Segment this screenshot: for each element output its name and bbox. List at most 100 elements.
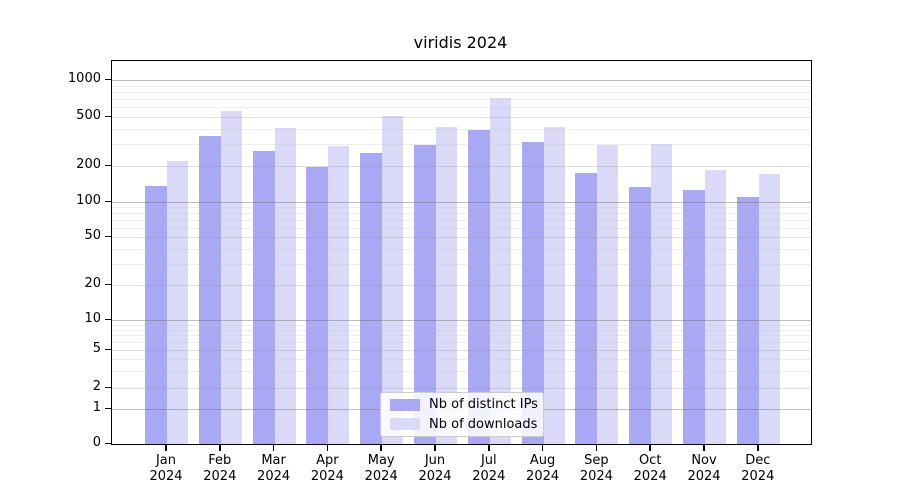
bar-downloads bbox=[328, 146, 350, 444]
legend-item-downloads: Nb of downloads bbox=[390, 416, 538, 433]
x-tick-label: Jan 2024 bbox=[149, 453, 183, 484]
gridline bbox=[112, 220, 811, 221]
gridline bbox=[112, 99, 811, 101]
x-tick bbox=[488, 445, 490, 451]
y-tick bbox=[105, 164, 111, 166]
legend-label-distinct-ips: Nb of distinct IPs bbox=[429, 397, 538, 413]
bar-downloads bbox=[758, 174, 780, 444]
bar-downloads bbox=[220, 111, 242, 444]
y-tick-label: 1000 bbox=[67, 71, 101, 86]
x-tick-label: Jul 2024 bbox=[472, 453, 506, 484]
y-tick bbox=[105, 318, 111, 320]
legend-item-distinct-ips: Nb of distinct IPs bbox=[390, 397, 538, 413]
gridline bbox=[112, 80, 811, 81]
y-tick bbox=[105, 235, 111, 237]
legend: Nb of distinct IPs Nb of downloads bbox=[380, 392, 544, 437]
x-tick bbox=[541, 445, 544, 451]
x-tick-label: May 2024 bbox=[364, 453, 398, 484]
gridline bbox=[112, 342, 811, 344]
x-tick bbox=[434, 445, 436, 451]
legend-swatch-downloads bbox=[390, 418, 420, 431]
gridline bbox=[112, 335, 811, 337]
bar-distinct-ips bbox=[629, 187, 652, 444]
bar-distinct-ips bbox=[521, 141, 544, 444]
bar-distinct-ips bbox=[683, 190, 705, 444]
gridline bbox=[112, 324, 811, 326]
plot-area bbox=[111, 60, 812, 445]
y-tick-label: 1 bbox=[92, 400, 101, 415]
legend-label-downloads: Nb of downloads bbox=[429, 416, 538, 432]
bar-distinct-ips bbox=[414, 145, 436, 444]
gridline bbox=[112, 263, 811, 265]
x-tick bbox=[757, 445, 759, 451]
gridline bbox=[112, 128, 811, 130]
bar-downloads bbox=[436, 126, 457, 444]
y-tick bbox=[105, 200, 111, 202]
gridline bbox=[112, 388, 811, 389]
y-tick bbox=[105, 115, 111, 117]
gridline bbox=[112, 166, 811, 167]
x-tick-label: Nov 2024 bbox=[687, 453, 721, 484]
x-tick-label: Dec 2024 bbox=[741, 453, 775, 484]
y-tick-label: 20 bbox=[84, 276, 101, 291]
bar-downloads bbox=[167, 160, 188, 444]
x-tick-label: Apr 2024 bbox=[310, 453, 344, 484]
x-tick bbox=[272, 445, 275, 451]
bar-distinct-ips bbox=[145, 186, 167, 444]
y-tick-label: 2 bbox=[92, 379, 101, 394]
x-tick bbox=[649, 445, 651, 451]
x-tick-label: Mar 2024 bbox=[257, 453, 291, 484]
gridline bbox=[112, 227, 811, 229]
y-tick bbox=[105, 283, 111, 285]
gridline bbox=[112, 85, 811, 87]
y-tick-label: 50 bbox=[84, 228, 101, 243]
gridline bbox=[112, 91, 811, 93]
bar-downloads bbox=[597, 144, 619, 444]
y-tick-label: 500 bbox=[76, 108, 101, 123]
y-tick bbox=[105, 442, 111, 444]
bar-downloads bbox=[651, 144, 673, 444]
x-tick bbox=[165, 445, 167, 451]
x-tick bbox=[219, 445, 221, 451]
gridline bbox=[112, 117, 811, 118]
x-tick-label: Sep 2024 bbox=[579, 453, 613, 484]
bar-distinct-ips bbox=[198, 136, 221, 444]
x-tick-label: Aug 2024 bbox=[526, 453, 560, 484]
gridline bbox=[112, 329, 811, 331]
gridline bbox=[112, 202, 811, 203]
x-tick-label: Feb 2024 bbox=[203, 453, 237, 484]
y-tick-label: 5 bbox=[92, 341, 101, 356]
bar-distinct-ips bbox=[306, 167, 329, 444]
bar-downloads bbox=[382, 115, 404, 444]
gridline bbox=[112, 107, 811, 109]
x-tick bbox=[380, 445, 382, 451]
gridline bbox=[112, 320, 811, 321]
y-tick-label: 10 bbox=[84, 311, 101, 326]
y-tick bbox=[105, 78, 111, 80]
gridline bbox=[112, 248, 811, 250]
gridline bbox=[112, 207, 811, 209]
x-tick bbox=[326, 445, 329, 451]
gridline bbox=[112, 350, 811, 351]
gridline bbox=[112, 359, 811, 361]
bar-downloads bbox=[705, 170, 726, 444]
x-tick bbox=[595, 445, 598, 451]
bar-distinct-ips bbox=[360, 153, 383, 444]
legend-swatch-distinct-ips bbox=[390, 398, 420, 411]
y-tick bbox=[105, 386, 111, 388]
gridline bbox=[112, 285, 811, 286]
gridline bbox=[112, 144, 811, 146]
y-tick-label: 200 bbox=[76, 157, 101, 172]
bar-distinct-ips bbox=[467, 129, 490, 444]
bar-distinct-ips bbox=[736, 197, 759, 444]
x-tick-label: Oct 2024 bbox=[633, 453, 667, 484]
x-tick bbox=[703, 445, 705, 451]
y-tick bbox=[105, 348, 111, 350]
bar-downloads bbox=[489, 97, 511, 444]
x-tick-label: Jun 2024 bbox=[418, 453, 452, 484]
y-tick-label: 0 bbox=[92, 435, 101, 450]
bar-distinct-ips bbox=[575, 172, 598, 444]
gridline bbox=[112, 213, 811, 215]
gridline bbox=[112, 237, 811, 238]
